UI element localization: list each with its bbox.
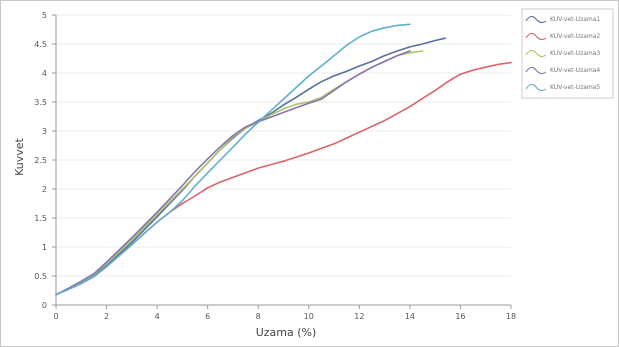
y-tick-label: 3.5 (34, 98, 47, 107)
x-tick-label: 2 (104, 312, 109, 321)
legend-entry: KUV-vet-Uzama3 (550, 50, 600, 57)
legend-swatch (525, 15, 547, 24)
legend-swatch (525, 83, 547, 92)
legend: KUV-vet-Uzama1 KUV-vet-Uzama2 KUV-vet-Uzam… (521, 8, 614, 99)
legend-box (521, 8, 614, 99)
legend-swatch (525, 66, 547, 75)
y-tick-label: 1 (42, 243, 47, 252)
y-tick-label: 2 (42, 185, 47, 194)
gridlines (56, 14, 511, 277)
y-tick-label: 2.5 (34, 156, 47, 165)
series-line-4 (55, 50, 411, 296)
legend-swatch (525, 49, 547, 58)
legend-swatch (525, 32, 547, 41)
x-tick-label: 10 (304, 312, 314, 321)
series-lines (55, 23, 512, 296)
x-tick-label: 16 (455, 312, 465, 321)
legend-entry: KUV-vet-Uzama5 (550, 84, 600, 91)
x-tick-label: 0 (53, 312, 58, 321)
y-tick-label: 3 (42, 127, 47, 136)
y-axis-ticks: 0 0.5 1 1.5 2 2.5 3 3.5 4 4.5 5 (34, 11, 56, 310)
legend-entry: KUV-vet-Uzama2 (550, 33, 600, 40)
x-tick-label: 12 (354, 312, 364, 321)
y-tick-label: 5 (42, 11, 47, 20)
series-line-5 (55, 23, 411, 296)
y-tick-label: 0.5 (34, 272, 47, 281)
legend-entry: KUV-vet-Uzama4 (550, 67, 600, 74)
x-axis-label: Uzama (%) (256, 326, 317, 339)
legend-entry: KUV-vet-Uzama1 (550, 16, 600, 23)
y-tick-label: 4 (42, 69, 47, 78)
y-tick-label: 4.5 (34, 40, 47, 49)
x-tick-label: 8 (256, 312, 261, 321)
x-tick-label: 14 (405, 312, 415, 321)
x-tick-label: 18 (506, 312, 516, 321)
y-tick-label: 1.5 (34, 214, 47, 223)
y-tick-label: 0 (42, 301, 47, 310)
x-axis-ticks: 0 2 4 6 8 10 12 14 16 18 (53, 305, 516, 321)
x-tick-label: 4 (155, 312, 160, 321)
x-tick-label: 6 (205, 312, 210, 321)
y-axis-label: Kuvvet (13, 137, 26, 175)
